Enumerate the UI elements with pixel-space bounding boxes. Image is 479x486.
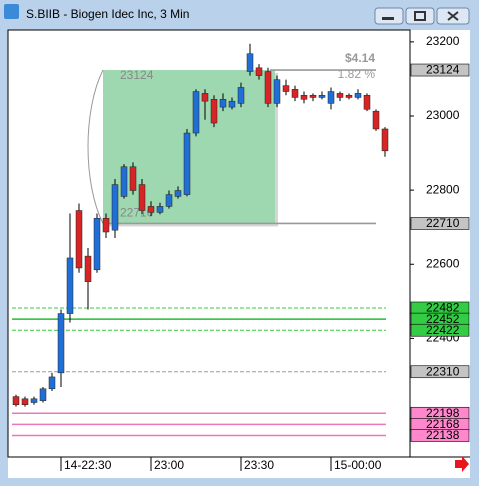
candle-body bbox=[255, 67, 263, 76]
price-level-box bbox=[410, 323, 470, 337]
price-level-label: 22168 bbox=[426, 417, 460, 431]
candle-body bbox=[138, 184, 146, 211]
candle-body bbox=[300, 94, 308, 100]
scroll-arrow[interactable] bbox=[455, 456, 469, 472]
price-level-label: 22198 bbox=[426, 406, 460, 420]
candle-body bbox=[363, 94, 371, 110]
window-title: S.BIIB - Biogen Idec Inc, 3 Min bbox=[26, 7, 189, 21]
y-tick-label: 23000 bbox=[426, 108, 460, 122]
candle-body bbox=[327, 91, 335, 104]
candle-body bbox=[381, 128, 389, 152]
candle-body bbox=[291, 89, 299, 98]
x-tick-label: 15-00:00 bbox=[334, 458, 382, 472]
candle-body bbox=[183, 132, 191, 195]
candle-body bbox=[129, 166, 137, 191]
price-level-label: 22452 bbox=[426, 312, 460, 326]
y-tick-label: 23200 bbox=[426, 34, 460, 48]
candle-body bbox=[336, 93, 344, 98]
x-tick-label: 23:00 bbox=[154, 458, 184, 472]
candle-body bbox=[84, 255, 92, 282]
candle-body bbox=[201, 93, 209, 102]
candle-body bbox=[228, 100, 236, 108]
candle-body bbox=[57, 313, 65, 374]
candle-body bbox=[345, 94, 353, 98]
price-level-label: 22710 bbox=[426, 216, 460, 230]
measure-change: $4.14 bbox=[345, 51, 375, 65]
price-level-box bbox=[410, 217, 470, 230]
x-tick-label: 23:30 bbox=[244, 458, 274, 472]
candle-body bbox=[237, 87, 245, 104]
x-tick-label: 14-22:30 bbox=[64, 458, 112, 472]
price-level-box bbox=[410, 365, 470, 379]
candle-body bbox=[120, 166, 128, 197]
measure-arc bbox=[87, 69, 104, 224]
candle-body bbox=[264, 71, 272, 104]
price-level-label: 22310 bbox=[426, 364, 460, 378]
candle-body bbox=[354, 93, 362, 98]
candle-body bbox=[75, 210, 83, 269]
candle-body bbox=[192, 91, 200, 134]
candle-body bbox=[111, 184, 119, 231]
candle-body bbox=[93, 218, 101, 271]
candle-body bbox=[372, 110, 380, 130]
candle-body bbox=[174, 190, 182, 197]
price-level-label: 22482 bbox=[426, 301, 460, 315]
candle-body bbox=[30, 398, 38, 403]
price-level-label: 22138 bbox=[426, 428, 460, 442]
price-level-label: 22422 bbox=[426, 323, 460, 337]
candle-body bbox=[273, 79, 281, 104]
candle-body bbox=[12, 396, 20, 405]
price-level-box bbox=[410, 429, 470, 442]
price-level-label: 23124 bbox=[426, 63, 460, 77]
candle-body bbox=[21, 398, 29, 405]
candle-body bbox=[147, 206, 155, 213]
maximize-icon bbox=[414, 11, 426, 21]
close-icon bbox=[447, 11, 459, 21]
candle-body bbox=[210, 99, 218, 124]
candle-body bbox=[282, 85, 290, 92]
candle-body bbox=[309, 94, 317, 98]
price-level-box bbox=[410, 63, 470, 77]
candle-body bbox=[246, 53, 254, 72]
candle-body bbox=[66, 257, 74, 314]
maximize-button[interactable] bbox=[405, 7, 435, 25]
measure-high-label: 23124 bbox=[120, 68, 154, 82]
candle-body bbox=[102, 218, 110, 233]
candle-body bbox=[165, 194, 173, 207]
app-icon bbox=[4, 4, 19, 19]
candle-body bbox=[39, 388, 47, 401]
candle-body bbox=[219, 99, 227, 108]
candle-body bbox=[48, 376, 56, 390]
candle-body bbox=[318, 94, 326, 98]
window-buttons[interactable] bbox=[374, 7, 470, 25]
y-tick-label: 22600 bbox=[426, 256, 460, 270]
minimize-icon bbox=[382, 17, 394, 20]
candle-body bbox=[156, 206, 164, 213]
measure-low-label: 22710 bbox=[120, 206, 154, 220]
y-tick-label: 22800 bbox=[426, 182, 460, 196]
minimize-button[interactable] bbox=[374, 7, 404, 25]
